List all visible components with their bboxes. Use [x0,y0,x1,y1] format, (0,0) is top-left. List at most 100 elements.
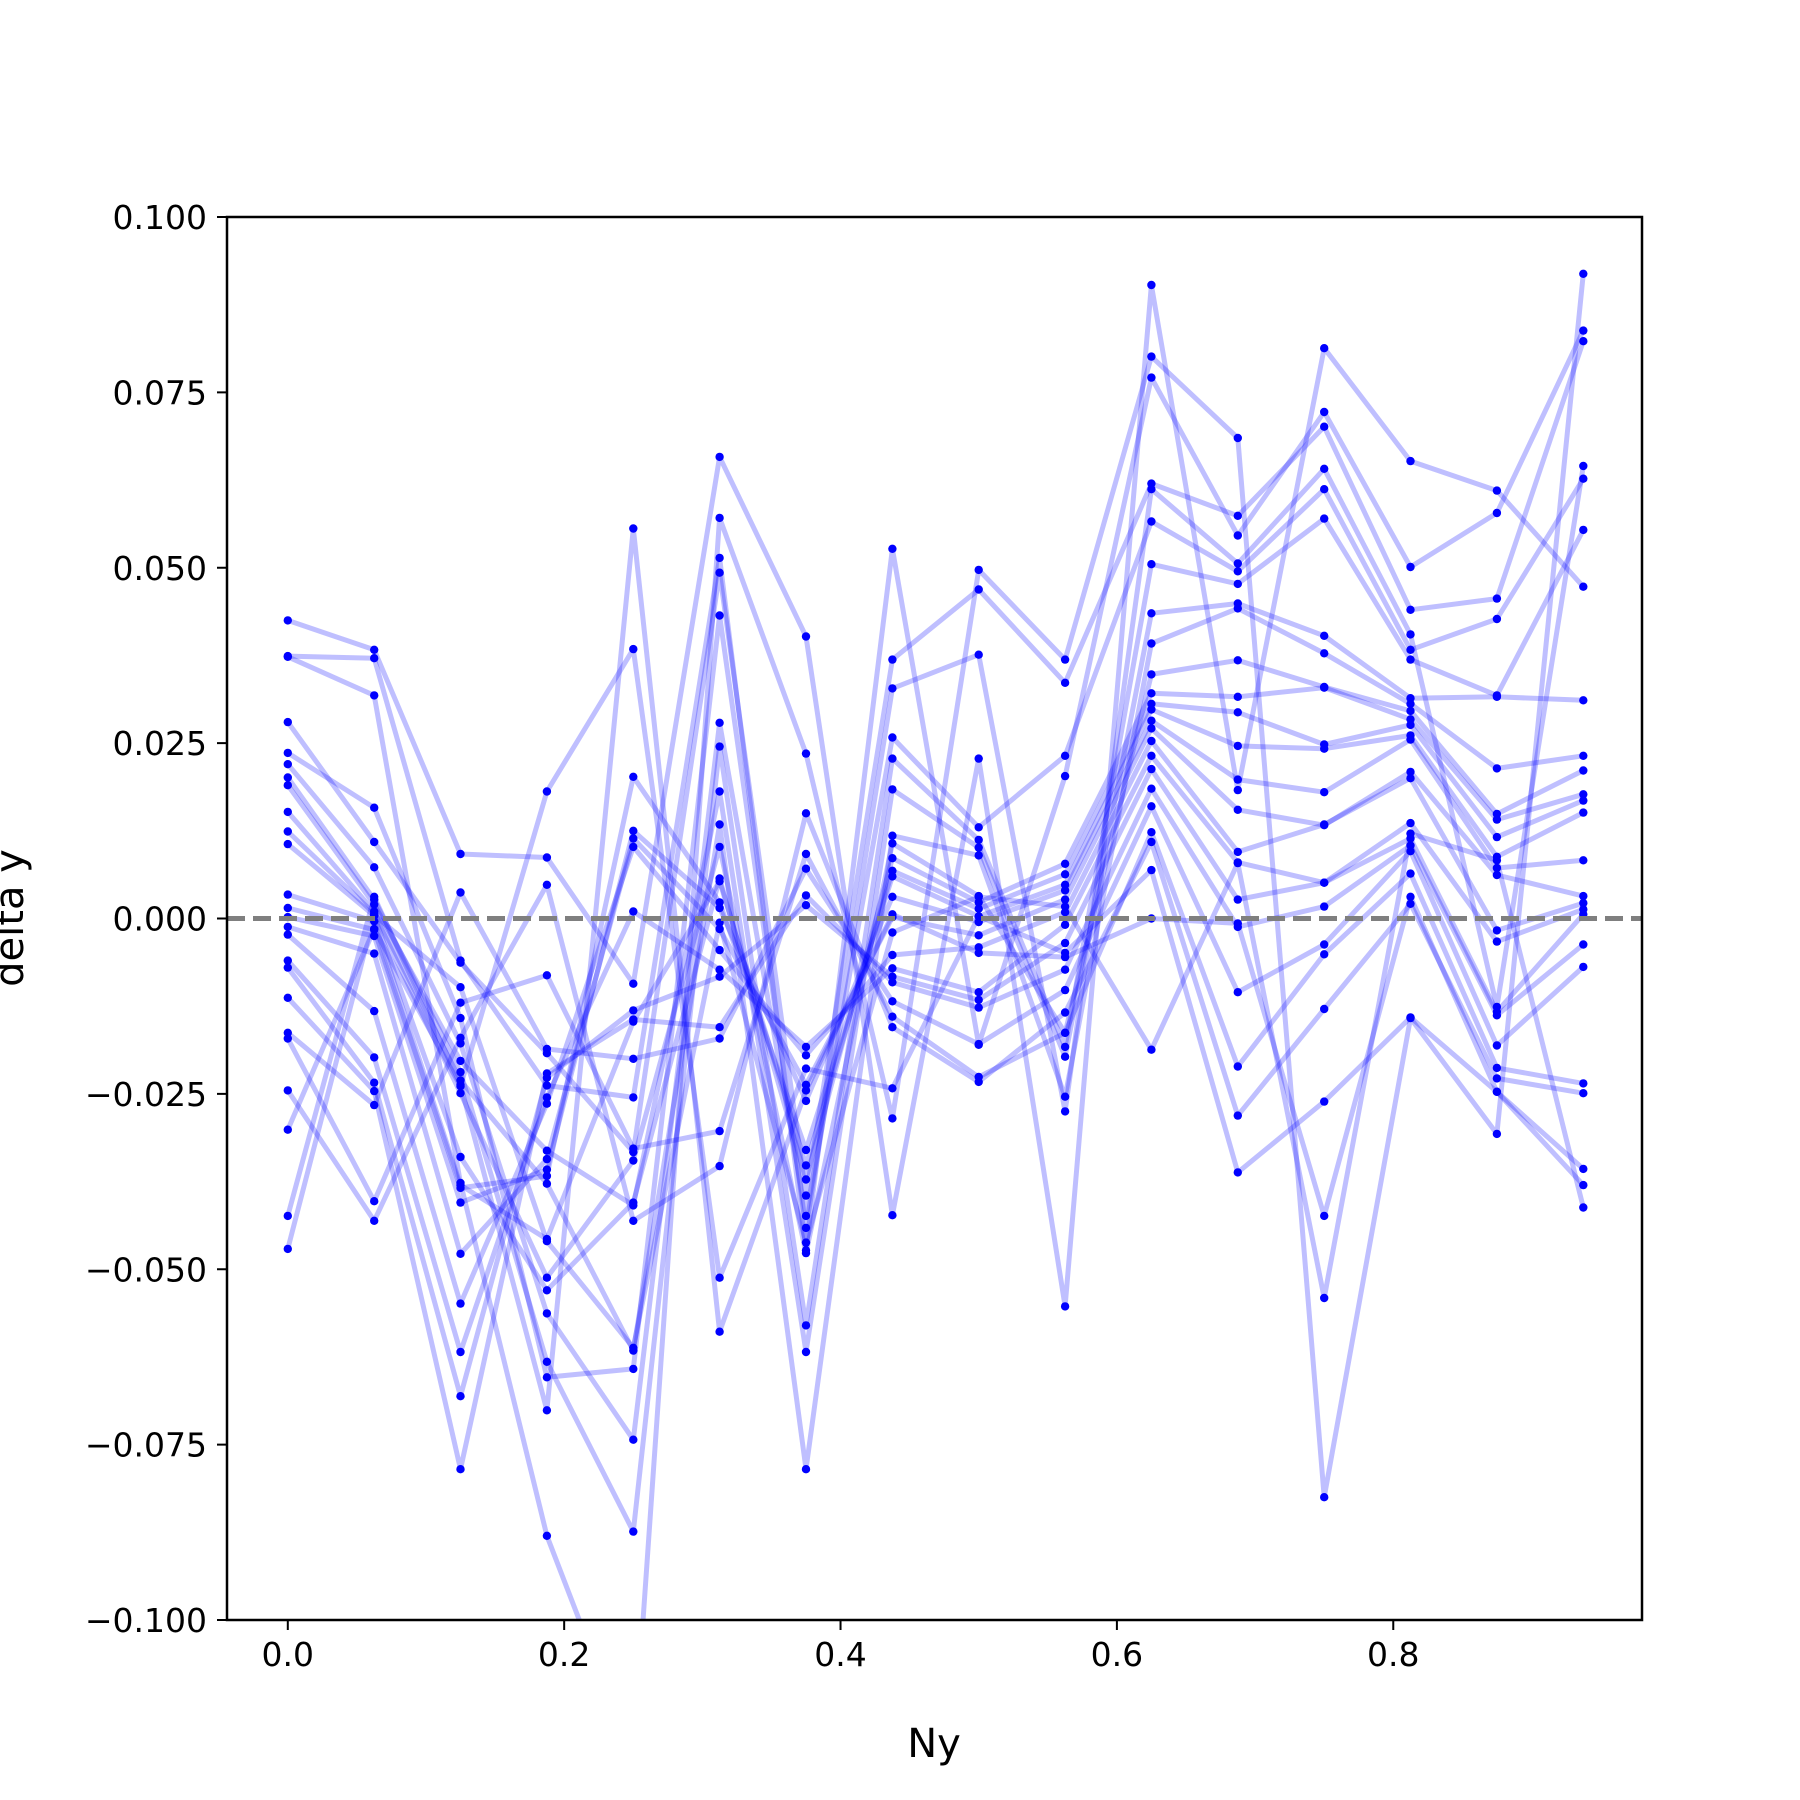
data-point [456,888,465,897]
data-point [888,997,897,1006]
data-point [1233,847,1243,857]
data-point [456,1183,465,1193]
data-point [801,1042,811,1052]
y-tick-label: 0.050 [113,549,207,588]
data-point [715,718,724,727]
data-point [801,809,811,818]
data-point [974,931,983,940]
data-point [801,1347,811,1357]
data-point [1233,433,1243,443]
data-point [888,754,897,763]
data-point [888,785,897,794]
data-point [283,993,292,1002]
series-line [287,701,1585,1242]
data-point [801,749,811,758]
data-point [801,1145,811,1155]
data-point [888,950,897,960]
data-point [801,1465,811,1474]
data-point [1406,774,1415,783]
data-point [456,1198,465,1207]
series-line [285,753,1585,1355]
data-point [715,1022,724,1032]
data-point [1406,562,1415,572]
data-point [1579,337,1588,346]
data-point [801,864,811,873]
data-point [1320,485,1329,494]
data-point [283,922,292,932]
data-point [1320,940,1329,949]
data-point [370,654,379,663]
data-point [1060,985,1070,995]
data-point [1147,609,1156,618]
data-point [542,1165,552,1174]
data-point [801,1096,811,1106]
data-point [370,900,379,909]
series-line [285,829,1584,1204]
data-point [283,827,292,836]
data-point [1147,784,1156,793]
data-point [1579,751,1588,760]
data-point [456,1299,465,1308]
data-point [1492,815,1502,824]
data-point [629,842,638,852]
data-point [888,1022,897,1032]
data-point [542,787,552,796]
data-point [629,1054,638,1064]
data-point [370,924,379,934]
data-point [974,851,983,860]
x-tick-label: 0.0 [262,1635,314,1674]
data-point [629,907,638,916]
data-point [1060,751,1070,760]
data-point [888,964,897,973]
data-point [974,1039,983,1049]
data-point [283,890,292,899]
data-point [283,956,292,965]
data-point [1320,464,1329,473]
data-point [1579,1180,1588,1190]
data-point [974,650,983,659]
data-point [370,803,379,812]
data-point [542,1373,552,1382]
data-point [1492,856,1502,865]
data-point [1492,486,1502,495]
data-point [629,772,638,781]
data-point [283,1034,292,1043]
data-point [801,901,811,910]
data-point [1060,678,1070,687]
series-line [285,786,1585,1472]
data-point [1060,1042,1070,1052]
data-point [629,1364,638,1374]
data-point [974,835,983,845]
series-line [286,738,1585,1307]
data-point [1233,511,1243,520]
data-point [1406,1013,1415,1022]
data-point [542,1309,552,1318]
data-point [1060,1107,1070,1116]
data-point [542,1171,552,1181]
data-point [1320,407,1329,417]
data-point [1320,1293,1329,1303]
data-point [456,983,465,992]
data-point [974,948,983,958]
data-point [801,1086,811,1095]
y-tick-label: 0.000 [113,900,207,939]
data-point [629,644,638,654]
data-point [1492,1041,1502,1050]
data-point [283,717,292,727]
data-point [801,1211,811,1221]
data-point [1320,631,1329,640]
data-point [974,988,983,997]
data-point [1060,902,1070,911]
data-point [715,1273,724,1282]
data-point [283,1086,292,1095]
series-layer [285,273,1586,1620]
data-point [888,978,897,987]
data-point [1060,1008,1070,1017]
data-point [1147,736,1156,746]
data-point [370,1216,379,1226]
data-point [1147,689,1156,698]
data-point [456,1089,465,1098]
data-point [715,1126,724,1136]
data-point [370,863,379,872]
